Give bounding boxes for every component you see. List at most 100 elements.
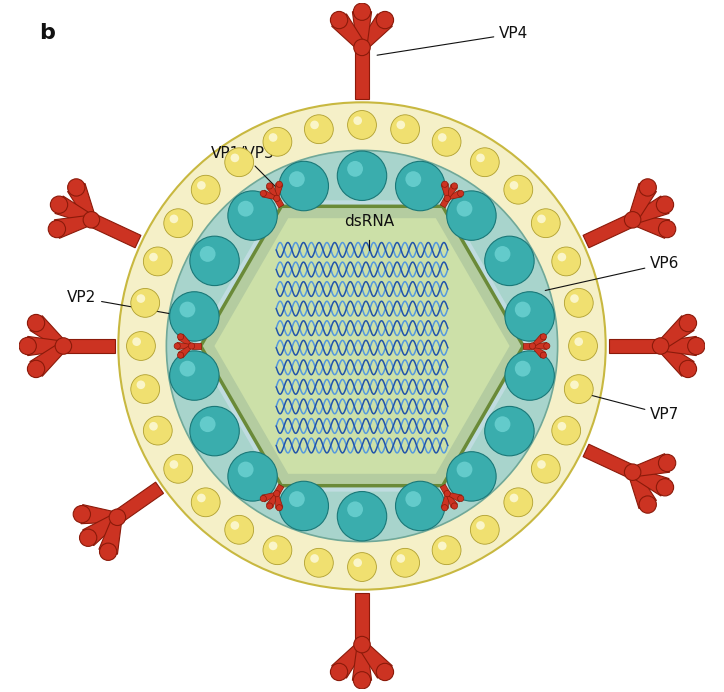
- Polygon shape: [447, 190, 462, 200]
- Circle shape: [279, 481, 329, 531]
- Circle shape: [652, 338, 669, 354]
- Polygon shape: [332, 14, 366, 51]
- Circle shape: [118, 102, 606, 590]
- Circle shape: [137, 381, 146, 389]
- Polygon shape: [440, 197, 450, 208]
- Polygon shape: [266, 493, 278, 508]
- Polygon shape: [583, 214, 636, 248]
- Circle shape: [570, 381, 578, 389]
- Circle shape: [688, 338, 705, 354]
- Polygon shape: [64, 339, 115, 353]
- Polygon shape: [631, 468, 669, 496]
- Circle shape: [679, 314, 696, 331]
- Circle shape: [131, 374, 159, 403]
- Circle shape: [353, 116, 362, 125]
- Circle shape: [540, 334, 547, 340]
- Circle shape: [224, 516, 253, 544]
- Circle shape: [504, 488, 533, 517]
- Polygon shape: [660, 336, 696, 356]
- Text: VP6: VP6: [545, 256, 680, 291]
- Polygon shape: [446, 493, 458, 508]
- Polygon shape: [628, 183, 657, 222]
- Polygon shape: [447, 492, 462, 502]
- Circle shape: [109, 509, 126, 525]
- Circle shape: [197, 181, 206, 190]
- Circle shape: [289, 491, 305, 507]
- Polygon shape: [332, 641, 366, 678]
- Polygon shape: [30, 343, 67, 376]
- Circle shape: [80, 529, 97, 547]
- Polygon shape: [355, 593, 369, 645]
- Circle shape: [310, 120, 319, 129]
- Polygon shape: [657, 343, 694, 376]
- Polygon shape: [657, 316, 694, 349]
- Circle shape: [565, 374, 593, 403]
- Circle shape: [99, 543, 117, 561]
- Circle shape: [191, 175, 220, 204]
- Circle shape: [180, 302, 195, 318]
- Polygon shape: [28, 336, 64, 356]
- Polygon shape: [523, 343, 532, 349]
- Circle shape: [279, 161, 329, 211]
- Circle shape: [348, 502, 363, 517]
- Circle shape: [471, 148, 500, 176]
- Circle shape: [305, 115, 333, 144]
- Circle shape: [624, 464, 641, 480]
- Polygon shape: [531, 345, 546, 358]
- Circle shape: [458, 495, 464, 502]
- Circle shape: [169, 215, 178, 224]
- Polygon shape: [631, 196, 669, 224]
- Circle shape: [494, 246, 510, 262]
- Circle shape: [83, 212, 100, 228]
- Text: b: b: [39, 24, 55, 44]
- Polygon shape: [441, 493, 449, 509]
- Polygon shape: [177, 343, 192, 349]
- Circle shape: [200, 417, 216, 432]
- Circle shape: [510, 493, 518, 502]
- Circle shape: [353, 3, 371, 20]
- Polygon shape: [532, 343, 547, 349]
- Circle shape: [451, 183, 458, 189]
- Polygon shape: [88, 214, 141, 248]
- Circle shape: [552, 247, 581, 276]
- Polygon shape: [67, 183, 96, 222]
- Circle shape: [191, 488, 220, 517]
- Polygon shape: [266, 184, 278, 199]
- Circle shape: [624, 212, 641, 228]
- Circle shape: [679, 361, 696, 378]
- Polygon shape: [262, 190, 277, 200]
- Circle shape: [657, 479, 673, 496]
- Circle shape: [504, 175, 533, 204]
- Circle shape: [353, 672, 371, 689]
- Polygon shape: [81, 504, 118, 524]
- Circle shape: [458, 190, 464, 197]
- Circle shape: [167, 150, 557, 542]
- Circle shape: [266, 503, 273, 509]
- Circle shape: [442, 181, 448, 188]
- Polygon shape: [178, 334, 193, 347]
- Circle shape: [310, 554, 319, 563]
- Circle shape: [658, 220, 675, 237]
- Polygon shape: [446, 184, 458, 199]
- Circle shape: [276, 181, 282, 188]
- Polygon shape: [55, 196, 93, 224]
- Circle shape: [391, 548, 419, 577]
- Circle shape: [354, 637, 370, 653]
- Circle shape: [505, 292, 555, 341]
- Circle shape: [639, 496, 657, 513]
- Circle shape: [438, 542, 447, 550]
- Circle shape: [164, 455, 193, 483]
- Circle shape: [348, 111, 376, 139]
- Circle shape: [230, 521, 239, 530]
- Circle shape: [485, 406, 534, 456]
- Circle shape: [337, 491, 387, 541]
- Text: VP2: VP2: [67, 291, 195, 318]
- Circle shape: [228, 191, 277, 240]
- Circle shape: [447, 191, 496, 240]
- Circle shape: [143, 247, 172, 276]
- Polygon shape: [274, 197, 284, 208]
- Circle shape: [485, 236, 534, 286]
- Polygon shape: [194, 201, 530, 491]
- Circle shape: [537, 460, 546, 468]
- Polygon shape: [355, 47, 369, 99]
